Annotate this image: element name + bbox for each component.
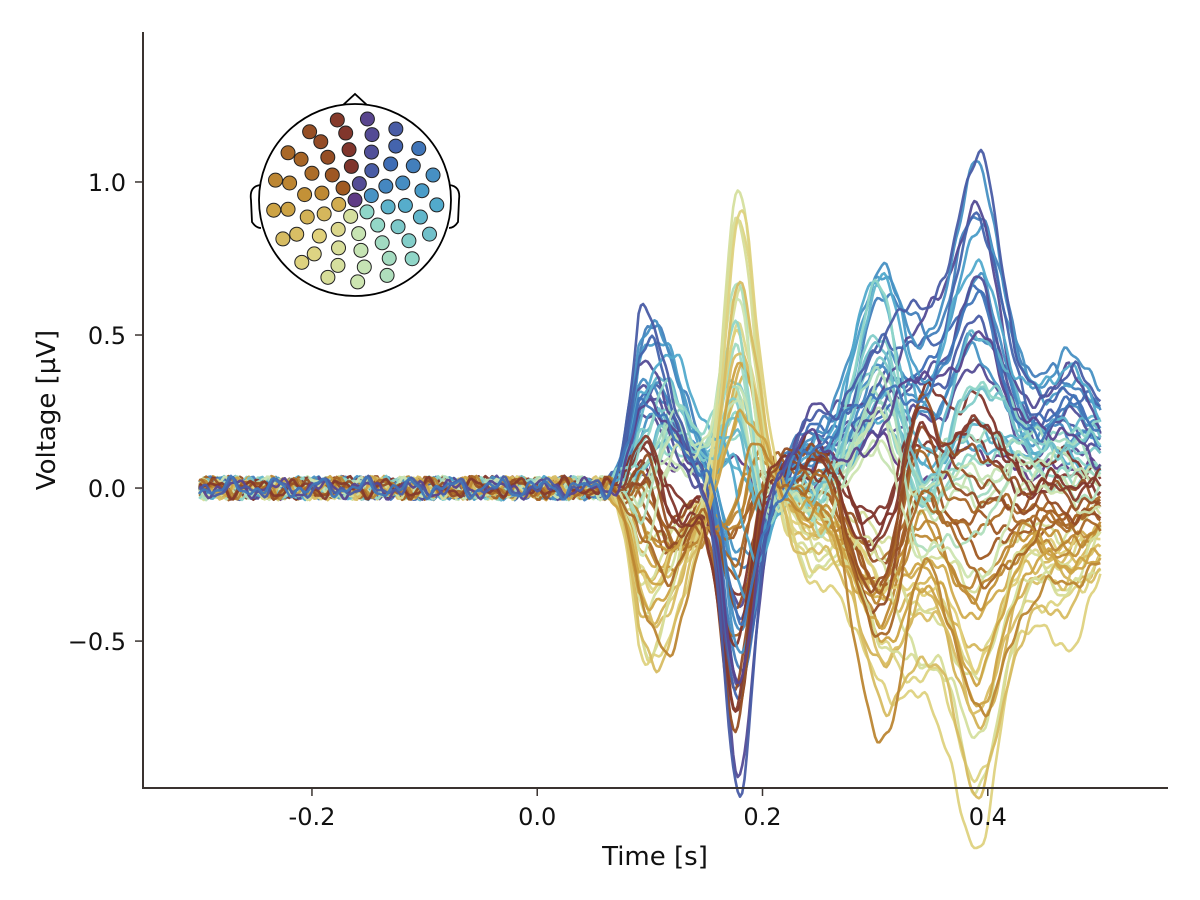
channel-line — [199, 418, 1102, 648]
electrode-marker — [267, 172, 283, 188]
electrode-marker — [374, 235, 390, 251]
ticks: -0.2 0.0 0.2 0.4 −0.5 0.0 0.5 1.0 — [68, 169, 1007, 831]
electrode-marker — [343, 208, 359, 224]
electrode-marker — [331, 196, 347, 212]
y-tick-label: 0.5 — [88, 322, 126, 350]
electrode-marker — [343, 158, 359, 174]
channel-lines — [198, 148, 1102, 850]
electrode-marker — [363, 144, 379, 160]
electrode-marker — [289, 226, 305, 242]
electrode-marker — [341, 142, 357, 158]
x-tick-label: -0.2 — [289, 803, 336, 831]
channel-line — [198, 258, 1102, 565]
electrode-marker — [370, 217, 386, 233]
electrode-marker — [306, 246, 322, 262]
electrode-marker — [404, 251, 420, 267]
channel-line — [198, 282, 1102, 553]
electrode-marker — [395, 175, 411, 191]
electrode-marker — [314, 185, 330, 201]
electrode-marker — [411, 141, 427, 157]
y-axis-title: Voltage [µV] — [32, 330, 62, 490]
electrode-marker — [359, 111, 375, 127]
channel-line — [198, 330, 1102, 685]
left-ear-outline — [249, 184, 262, 229]
channel-line — [198, 405, 1102, 713]
topographic-head-inset — [249, 92, 461, 297]
electrode-marker — [297, 187, 313, 203]
electrode-marker — [302, 124, 318, 140]
electrode-marker — [335, 180, 351, 196]
electrode-marker — [324, 167, 340, 183]
electrode-marker — [388, 138, 404, 154]
nose-outline — [342, 92, 368, 106]
electrode-marker — [353, 242, 369, 258]
electrode-marker — [350, 274, 366, 290]
electrode-marker — [405, 158, 421, 174]
electrode-marker — [381, 250, 397, 266]
electrode-marker — [338, 125, 354, 141]
electrode-marker — [311, 228, 327, 244]
right-ear-outline — [448, 184, 461, 229]
electrode-marker — [397, 197, 413, 213]
x-tick-label: 0.0 — [518, 803, 556, 831]
electrode-marker — [414, 183, 430, 199]
electrode-marker — [363, 188, 379, 204]
electrode-marker — [313, 134, 329, 150]
electrode-marker — [347, 192, 363, 208]
y-tick-label: 1.0 — [88, 169, 126, 197]
electrode-marker — [304, 165, 320, 181]
electrode-marker — [330, 221, 346, 237]
electrode-marker — [388, 121, 404, 137]
electrode-marker — [320, 149, 336, 165]
electrode-marker — [379, 267, 395, 283]
y-tick-label: 0.0 — [88, 475, 126, 503]
electrode-marker — [364, 127, 380, 143]
channel-line — [198, 392, 1102, 734]
electrode-marker — [316, 206, 332, 222]
x-tick-label: 0.2 — [743, 803, 781, 831]
electrode-marker — [412, 209, 428, 225]
electrode-marker — [266, 202, 282, 218]
electrode-marker — [380, 199, 396, 215]
electrode-marker — [429, 197, 445, 213]
electrode-marker — [331, 240, 347, 256]
electrode-marker — [351, 176, 367, 192]
electrode-marker — [356, 259, 372, 275]
electrode-marker — [401, 233, 417, 249]
electrode-marker — [383, 156, 399, 172]
electrode-marker — [351, 226, 367, 242]
electrode-marker — [293, 151, 309, 167]
electrode-marker — [422, 226, 438, 242]
electrode-marker — [329, 112, 345, 128]
electrode-marker — [280, 145, 296, 161]
electrode-marker — [275, 231, 291, 247]
channel-line — [198, 289, 1101, 627]
electrode-marker — [280, 201, 296, 217]
x-axis-title: Time [s] — [601, 842, 708, 872]
electrode-marker — [390, 219, 406, 235]
x-tick-label: 0.4 — [969, 803, 1007, 831]
y-tick-label: −0.5 — [68, 628, 126, 656]
electrode-marker — [364, 163, 380, 179]
electrode-marker — [299, 209, 315, 225]
electrode-marker — [425, 167, 441, 183]
electrode-marker — [359, 204, 375, 220]
axes — [142, 32, 1168, 789]
electrode-marker — [320, 269, 336, 285]
electrode-marker — [378, 178, 394, 194]
electrode-marker — [282, 175, 298, 191]
channel-line — [198, 148, 1102, 799]
electrode-marker — [330, 257, 346, 273]
electrode-marker — [294, 254, 310, 270]
